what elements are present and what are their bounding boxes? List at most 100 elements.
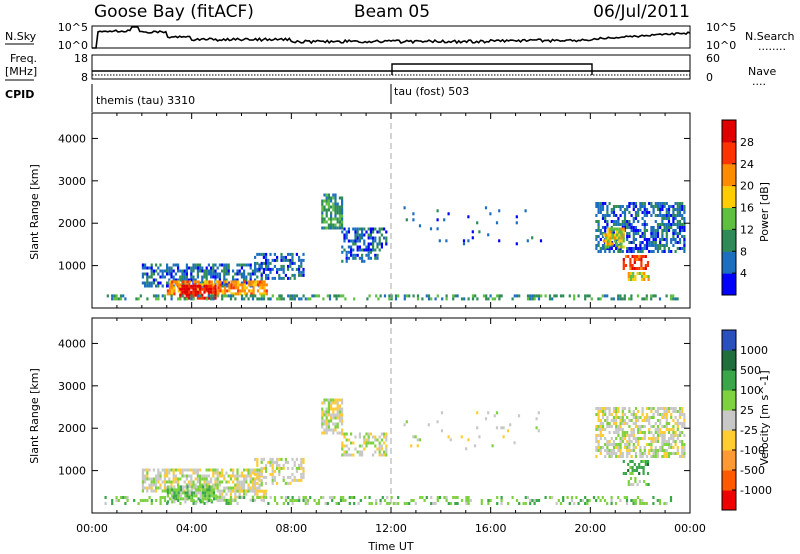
data-cell <box>663 226 666 229</box>
data-cell <box>374 236 377 240</box>
data-cell <box>606 446 609 449</box>
data-cell <box>249 468 252 472</box>
data-cell <box>186 488 189 492</box>
data-cell <box>603 294 607 298</box>
data-cell <box>663 416 666 419</box>
data-cell <box>378 242 381 246</box>
data-cell <box>273 276 276 280</box>
data-cell <box>306 297 310 301</box>
data-cell <box>656 226 660 229</box>
data-cell <box>265 261 268 265</box>
data-cell <box>637 419 640 422</box>
data-cell <box>608 443 611 446</box>
data-cell <box>529 502 532 505</box>
data-cell <box>628 297 631 301</box>
data-cell <box>648 244 651 247</box>
data-cell <box>623 422 627 425</box>
data-cell <box>199 269 202 273</box>
data-cell <box>612 223 616 226</box>
data-cell <box>196 477 199 481</box>
data-cell <box>168 289 172 293</box>
data-cell <box>341 230 344 234</box>
data-cell <box>251 269 254 273</box>
data-cell <box>515 294 519 298</box>
data-cell <box>369 230 372 234</box>
colorbar-swatch <box>722 430 736 451</box>
data-cell <box>623 229 627 232</box>
data-cell <box>533 502 536 505</box>
data-cell <box>628 223 631 226</box>
data-cell <box>634 413 638 416</box>
data-cell <box>234 272 237 276</box>
data-cell <box>650 235 653 238</box>
data-cell <box>223 284 226 288</box>
data-cell <box>336 220 339 224</box>
data-cell <box>341 432 344 436</box>
data-cell <box>678 431 682 434</box>
data-cell <box>577 502 580 505</box>
data-cell <box>568 502 571 505</box>
data-cell <box>157 468 160 472</box>
data-cell <box>177 269 180 273</box>
data-cell <box>358 453 361 457</box>
data-cell <box>170 294 173 298</box>
data-cell <box>634 446 638 449</box>
data-cell <box>260 278 263 282</box>
data-cell <box>672 229 675 232</box>
data-cell <box>144 480 147 484</box>
data-cell <box>141 486 144 490</box>
data-cell <box>282 297 285 301</box>
data-cell <box>259 292 262 296</box>
data-cell <box>678 434 682 437</box>
data-cell <box>358 236 361 240</box>
nave-tick-top: 60 <box>706 52 720 65</box>
data-cell <box>321 208 324 212</box>
data-cell <box>256 496 259 499</box>
data-cell <box>659 407 662 410</box>
data-cell <box>188 489 191 493</box>
data-cell <box>394 297 398 301</box>
data-cell <box>632 205 635 208</box>
data-cell <box>650 407 653 410</box>
data-cell <box>284 496 288 499</box>
data-cell <box>667 446 671 449</box>
data-cell <box>223 278 226 282</box>
data-cell <box>650 241 653 244</box>
data-cell <box>352 256 355 260</box>
data-cell <box>633 463 636 466</box>
data-cell <box>115 499 118 502</box>
data-cell <box>179 491 183 495</box>
data-cell <box>376 438 379 442</box>
data-cell <box>354 256 357 260</box>
data-cell <box>265 475 268 479</box>
data-cell <box>639 499 642 502</box>
data-cell <box>369 227 372 231</box>
power-panel-frame <box>91 112 691 309</box>
data-cell <box>683 416 686 419</box>
data-cell <box>207 480 210 484</box>
data-cell <box>665 455 668 458</box>
data-cell <box>588 499 591 502</box>
data-cell <box>436 209 439 213</box>
data-cell <box>262 294 266 298</box>
data-cell <box>672 431 675 434</box>
data-cell <box>217 286 220 290</box>
data-cell <box>601 446 605 449</box>
data-cell <box>159 474 162 478</box>
data-cell <box>258 269 261 273</box>
data-cell <box>615 437 618 440</box>
data-cell <box>436 420 439 424</box>
data-cell <box>618 236 621 240</box>
data-cell <box>205 272 208 276</box>
data-cell <box>354 227 357 231</box>
data-cell <box>170 269 173 273</box>
data-cell <box>190 494 194 498</box>
data-cell <box>629 477 633 480</box>
data-cell <box>358 245 361 249</box>
data-cell <box>421 297 424 301</box>
data-cell <box>258 478 261 482</box>
data-cell <box>650 446 653 449</box>
data-cell <box>119 297 123 301</box>
data-cell <box>341 419 344 423</box>
data-cell <box>163 483 166 487</box>
